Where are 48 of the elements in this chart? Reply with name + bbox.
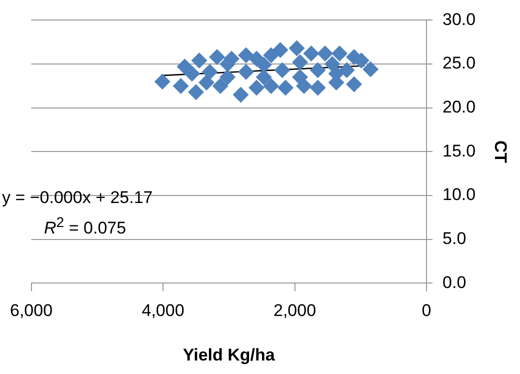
y-tick-label: 20.0 <box>442 98 476 117</box>
annotation: y = −0.000x + 25.17 <box>2 188 153 208</box>
point <box>256 69 272 86</box>
y-tick-label: 0.0 <box>442 272 466 292</box>
x-tick-label: 0 <box>422 301 432 320</box>
point <box>310 80 326 96</box>
point <box>292 69 308 86</box>
point <box>238 64 254 80</box>
x-axis-title: Yield Kg/ha <box>182 345 276 364</box>
point <box>238 47 254 64</box>
point <box>220 69 236 86</box>
point <box>292 54 308 70</box>
point <box>362 61 379 78</box>
annotation: R$^{2}$ = 0.075 <box>44 215 126 239</box>
point <box>288 40 305 56</box>
x-tick-label: 6,000 <box>10 301 53 320</box>
point <box>209 49 226 66</box>
point <box>263 78 280 94</box>
point <box>256 56 272 73</box>
x-tick-label: 4,000 <box>142 301 184 320</box>
point <box>184 66 200 82</box>
point <box>212 78 228 94</box>
y-tick-label: 25.0 <box>442 54 476 73</box>
point <box>154 74 170 90</box>
point <box>324 56 340 72</box>
point <box>338 62 355 78</box>
point <box>310 62 326 78</box>
point <box>346 76 362 92</box>
point <box>191 52 208 69</box>
point <box>188 84 204 100</box>
point <box>303 46 320 62</box>
point <box>263 47 280 64</box>
point <box>317 46 334 62</box>
point <box>172 78 189 94</box>
y-axis-title: CT <box>491 140 510 164</box>
point <box>198 74 214 90</box>
point <box>248 80 265 96</box>
y-tick-label: 15.0 <box>442 141 476 160</box>
point <box>278 80 294 96</box>
point <box>272 42 288 58</box>
y-tick-label: 5.0 <box>442 229 466 248</box>
point <box>202 64 218 80</box>
y-tick-label: 30.0 <box>442 10 476 29</box>
x-tick-label: 2,000 <box>273 301 316 320</box>
y-tick-label: 10.0 <box>442 185 476 204</box>
point <box>332 46 348 62</box>
point <box>274 62 290 78</box>
point <box>232 86 249 103</box>
